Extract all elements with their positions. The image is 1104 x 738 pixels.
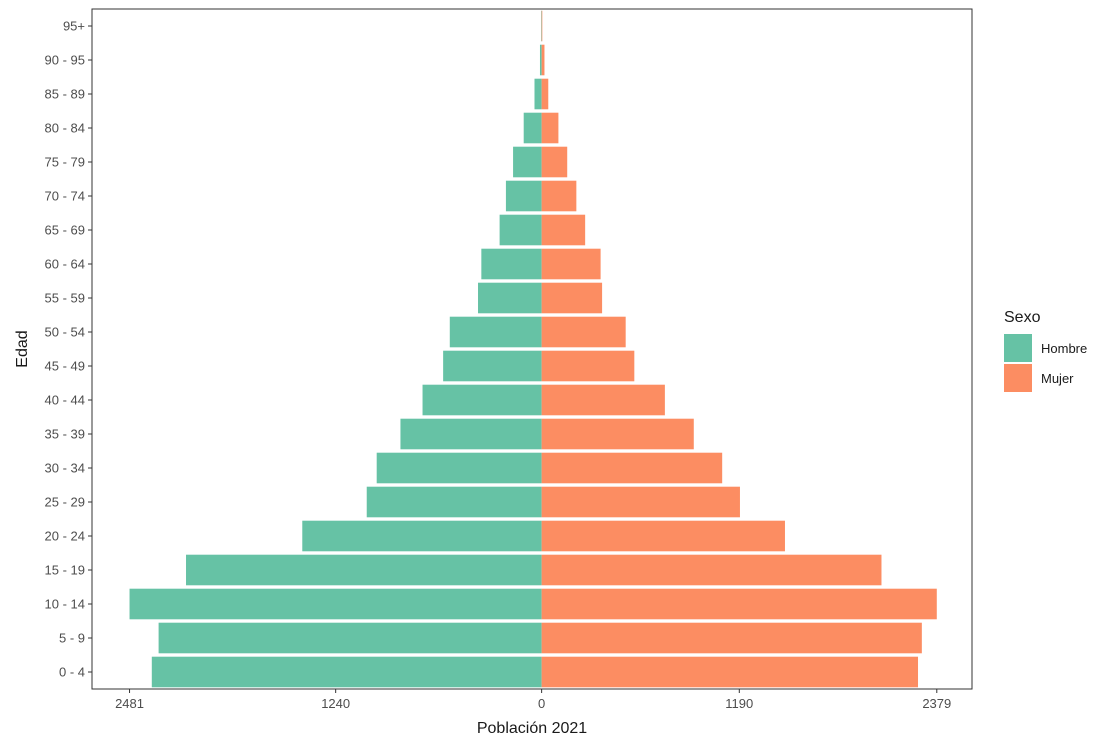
bar-hombre-5-9 [158,622,542,654]
y-tick-label-85-89: 85 - 89 [45,87,85,102]
x-axis-title: Población 2021 [477,720,587,737]
legend-swatch-hombre [1004,334,1032,362]
bar-hombre-20-24 [302,520,542,552]
y-tick-label-95plus: 95+ [63,19,85,34]
y-tick-label-0-4: 0 - 4 [59,665,85,680]
y-tick-label-40-44: 40 - 44 [45,393,85,408]
x-tick-label-1240: 1240 [321,696,350,711]
y-tick-label-15-19: 15 - 19 [45,563,85,578]
y-tick-label-60-64: 60 - 64 [45,257,85,272]
bar-hombre-45-49 [443,350,542,382]
x-tick-label-0: 0 [538,696,545,711]
bar-hombre-70-74 [505,180,542,212]
bar-mujer-95plus [541,10,543,42]
bar-mujer-90-95 [541,44,545,76]
y-tick-label-55-59: 55 - 59 [45,291,85,306]
legend-label-mujer: Mujer [1041,371,1074,386]
y-tick-label-30-34: 30 - 34 [45,461,85,476]
bar-mujer-25-29 [541,486,740,518]
y-tick-label-80-84: 80 - 84 [45,121,85,136]
legend-swatch-mujer [1004,364,1032,392]
x-tick-label-1190: 1190 [725,696,753,711]
bar-hombre-40-44 [422,384,542,416]
bar-hombre-50-54 [449,316,542,348]
bar-hombre-25-29 [366,486,542,518]
bar-mujer-55-59 [541,282,603,314]
x-tick-label-2481: 2481 [115,696,144,711]
x-axis-ticks: 2481 1240 0 1190 2379 [115,689,951,711]
y-tick-label-65-69: 65 - 69 [45,223,85,238]
bar-hombre-0-4 [151,656,542,688]
bar-mujer-0-4 [541,656,919,688]
bar-hombre-90-95 [539,44,542,76]
bar-mujer-75-79 [541,146,568,178]
plot-panel [91,8,973,690]
y-tick-label-25-29: 25 - 29 [45,495,85,510]
bar-mujer-30-34 [541,452,723,484]
bar-hombre-10-14 [129,588,542,620]
bar-mujer-60-64 [541,248,601,280]
bar-hombre-30-34 [376,452,542,484]
y-tick-label-90-95: 90 - 95 [45,53,85,68]
y-axis-ticks: 0 - 4 5 - 9 10 - 14 15 - 19 20 - 24 25 - 29 30… [45,19,92,680]
bar-mujer-5-9 [541,622,922,654]
y-axis-title: Edad [14,330,31,367]
bar-mujer-10-14 [541,588,937,620]
legend: Sexo Hombre Mujer [1004,309,1087,392]
y-tick-label-5-9: 5 - 9 [59,631,85,646]
bar-mujer-40-44 [541,384,665,416]
y-tick-label-75-79: 75 - 79 [45,155,85,170]
y-tick-label-45-49: 45 - 49 [45,359,85,374]
bar-mujer-65-69 [541,214,586,246]
bar-mujer-80-84 [541,112,559,144]
bar-hombre-15-19 [186,554,542,586]
bar-mujer-45-49 [541,350,635,382]
bar-hombre-80-84 [523,112,542,144]
bar-hombre-60-64 [481,248,542,280]
bar-mujer-70-74 [541,180,577,212]
bar-mujer-15-19 [541,554,882,586]
bar-hombre-55-59 [478,282,542,314]
bar-hombre-35-39 [400,418,542,450]
legend-label-hombre: Hombre [1041,341,1087,356]
bar-hombre-75-79 [513,146,542,178]
x-tick-label-2379: 2379 [922,696,951,711]
bar-mujer-35-39 [541,418,694,450]
y-tick-label-10-14: 10 - 14 [45,597,85,612]
y-tick-label-35-39: 35 - 39 [45,427,85,442]
legend-title: Sexo [1004,309,1041,326]
bar-mujer-50-54 [541,316,626,348]
bar-mujer-85-89 [541,78,549,110]
y-tick-label-70-74: 70 - 74 [45,189,85,204]
bar-hombre-85-89 [534,78,542,110]
y-tick-label-20-24: 20 - 24 [45,529,85,544]
bars-group [129,10,937,688]
bar-mujer-20-24 [541,520,785,552]
bar-hombre-65-69 [499,214,542,246]
y-tick-label-50-54: 50 - 54 [45,325,85,340]
